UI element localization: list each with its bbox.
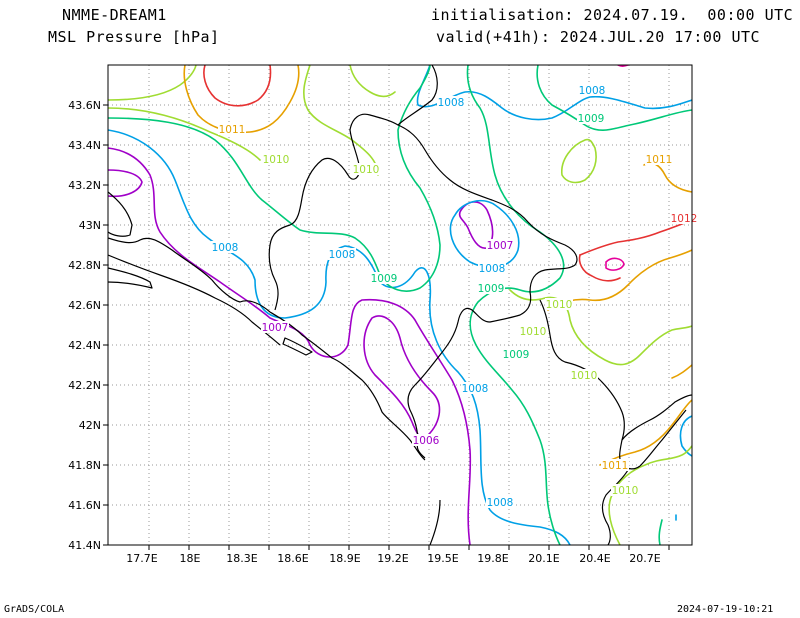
lon-tick-label: 18.3E	[226, 552, 257, 565]
coastline	[108, 267, 153, 289]
lat-tick-label: 42.6N	[68, 299, 101, 312]
lon-tick-label: 18E	[180, 552, 201, 565]
lon-tick-label: 20.1E	[528, 552, 559, 565]
lat-tick-label: 41.8N	[68, 459, 101, 472]
lon-tick-label: 20.4E	[579, 552, 610, 565]
contour-label: 1008	[579, 85, 606, 97]
contour-label: 1011	[602, 460, 629, 472]
lon-tick-label: 19.2E	[377, 552, 408, 565]
border	[639, 409, 687, 467]
contour-label: 1009	[478, 283, 505, 295]
lat-tick-label: 42.2N	[68, 379, 101, 392]
isobar-1008	[108, 129, 571, 545]
contour-label: 1010	[520, 326, 547, 338]
isobar-1010	[303, 65, 379, 176]
isobar-1008	[416, 65, 692, 121]
border	[429, 499, 441, 545]
isobar-1006	[363, 315, 441, 440]
coastline	[282, 337, 313, 356]
contour-label: 1012	[671, 213, 698, 225]
isobar-1011	[547, 249, 692, 311]
contour-label: 1010	[263, 154, 290, 166]
footer-timestamp: 2024-07-19-10:21	[677, 604, 774, 615]
contour-label: 1009	[578, 113, 605, 125]
lat-tick-label: 42N	[79, 419, 101, 432]
lat-tick-label: 43.6N	[68, 99, 101, 112]
contour-label: 1008	[438, 97, 465, 109]
contour-label: 1010	[571, 370, 598, 382]
contour-label: 1011	[219, 124, 246, 136]
border	[539, 299, 641, 470]
isobar-1012	[578, 254, 621, 282]
svg-text:1008: 1008	[487, 497, 514, 509]
isobar-1010	[108, 65, 197, 101]
contour-label: 1008	[329, 249, 356, 261]
contour-label: 1009	[371, 273, 398, 285]
lat-tick-label: 42.8N	[68, 259, 101, 272]
isobar-1008	[679, 415, 692, 457]
contour-label: 1010	[612, 485, 639, 497]
isobar-1011	[643, 162, 692, 193]
contour-label: 1006	[413, 435, 440, 447]
lat-tick-label: 42.4N	[68, 339, 101, 352]
border	[601, 469, 629, 545]
isobar-1009	[658, 519, 663, 545]
isobar-1012	[203, 65, 272, 107]
initialisation-time: initialisation: 2024.07.19. 00:00 UTC	[431, 6, 794, 24]
variable-name: MSL Pressure [hPa]	[48, 28, 220, 46]
contour-label: 1010	[546, 299, 573, 311]
lon-tick-label: 20.7E	[629, 552, 660, 565]
contour-label: 1007	[262, 322, 289, 334]
isobar-1007	[108, 169, 143, 198]
isobar-1007	[108, 147, 472, 545]
isobar-1010	[561, 138, 597, 184]
contour-label: 1008	[212, 242, 239, 254]
isobar-1011	[671, 364, 692, 379]
isobar-1008	[449, 199, 520, 269]
model-name: NMME-DREAM1	[62, 6, 167, 24]
contour-label: 1008	[479, 263, 506, 275]
lon-tick-label: 18.9E	[329, 552, 360, 565]
lat-tick-label: 43N	[79, 219, 101, 232]
coastline	[108, 237, 426, 461]
border	[397, 124, 578, 459]
isobar-1009	[108, 65, 441, 292]
lon-tick-label: 18.6E	[277, 552, 308, 565]
contour-label: 1009	[503, 349, 530, 361]
contour-label: 1010	[353, 164, 380, 176]
border	[268, 65, 438, 311]
coastline	[108, 254, 281, 346]
contour-label: 1011	[646, 154, 673, 166]
lat-tick-label: 43.2N	[68, 179, 101, 192]
isobar-1012	[579, 219, 692, 256]
isobar-1010	[108, 107, 261, 161]
isobar-1010	[349, 65, 396, 98]
isobar-1011	[183, 65, 300, 134]
coastline	[108, 191, 133, 237]
border	[621, 394, 692, 441]
isobar-1013	[605, 257, 625, 271]
lon-tick-label: 19.8E	[477, 552, 508, 565]
lon-tick-label: 17.7E	[126, 552, 157, 565]
credit-label: GrADS/COLA	[4, 604, 65, 615]
contour-label: 1008	[462, 383, 489, 395]
isobar-1011	[599, 399, 692, 466]
lat-tick-label: 41.4N	[68, 539, 101, 552]
contour-label: 1007	[487, 240, 514, 252]
valid-time: valid(+41h): 2024.JUL.20 17:00 UTC	[436, 28, 761, 46]
lat-tick-label: 43.4N	[68, 139, 101, 152]
lat-lon-grid	[108, 65, 692, 545]
lon-tick-label: 19.5E	[427, 552, 458, 565]
isobar-1009	[536, 65, 692, 131]
isobar-1010	[608, 445, 692, 545]
lat-tick-label: 41.6N	[68, 499, 101, 512]
